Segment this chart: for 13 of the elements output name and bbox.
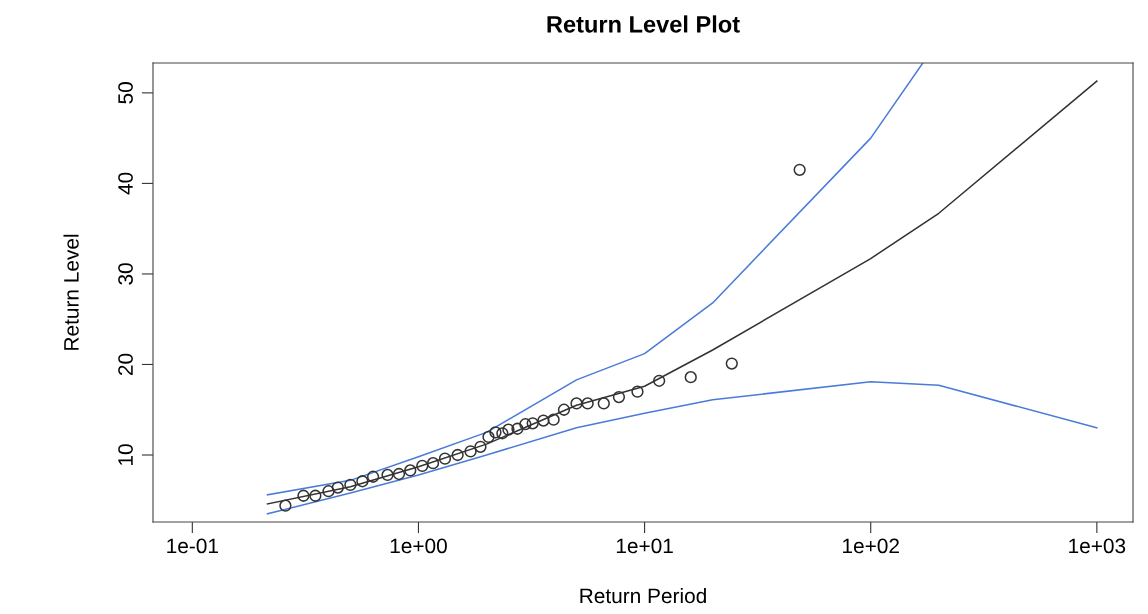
y-tick-label: 50 bbox=[118, 82, 133, 104]
x-tick-label: 1e+01 bbox=[616, 538, 673, 554]
y-tick-label: 40 bbox=[118, 172, 133, 195]
x-tick-label: 1e+00 bbox=[390, 538, 447, 554]
x-tick-label: 1e+02 bbox=[843, 538, 899, 554]
y-tick-label: 10 bbox=[118, 444, 133, 465]
y-axis-title: Return Level bbox=[63, 234, 79, 350]
chart-title: Return Level Plot bbox=[547, 15, 740, 33]
y-tick-label: 20 bbox=[118, 353, 133, 376]
x-axis-title: Return Period bbox=[580, 587, 706, 604]
x-tick-label: 1e+03 bbox=[1069, 538, 1126, 554]
y-tick-label: 30 bbox=[118, 263, 133, 285]
x-tick-label: 1e-01 bbox=[167, 538, 218, 554]
